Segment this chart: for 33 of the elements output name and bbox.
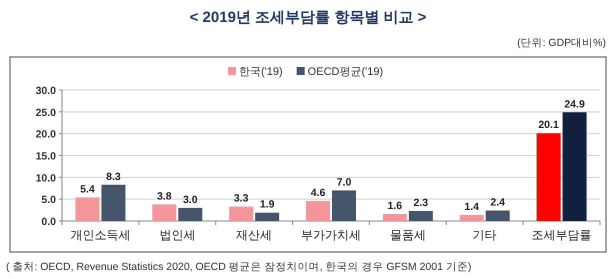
data-label: 3.3 [234,192,248,205]
ytick: 20.0 [36,128,56,141]
data-label: 3.8 [156,190,172,202]
data-label: 20.1 [538,119,559,132]
xtick: 부가가치세 [301,228,361,242]
title: < 2019년 조세부담률 항목별 비교 > [190,9,426,26]
ytick: 5.0 [41,194,56,206]
data-label: 7.0 [336,176,352,188]
xtick: 개인소득세 [70,228,130,242]
annotation: ( 출처: OECD, Revenue Statistics 2020, OECD 평균은 잠정치이며, 한국의 경우 GFSM 2001 기준) [6,261,472,273]
legend: 한국('19) [239,66,283,78]
data-label: 24.9 [564,98,585,110]
data-label: 5.4 [80,183,95,196]
xtick: 물품세 [390,228,426,242]
unit: (단위: GDP대비%) [517,37,606,49]
data-label: 2.3 [414,196,428,209]
ytick: 0.0 [41,216,56,228]
ytick: 25.0 [36,106,56,119]
data-label: 4.6 [310,186,326,199]
data-label: 1.6 [388,200,402,212]
ytick: 10.0 [36,172,56,184]
xtick: 재산세 [236,228,272,242]
data-label: 2.4 [490,196,506,209]
data-label: 8.3 [106,170,121,183]
xtick: 법인세 [159,228,196,242]
xtick: 기타 [472,228,497,242]
ytick: 15.0 [36,150,56,162]
data-label: 1.4 [464,200,480,213]
legend: OECD평균('19) [308,66,384,78]
data-label: 1.9 [260,198,274,211]
ytick: 30.0 [36,85,56,97]
xtick: 조세부담률 [532,228,592,242]
data-label: 3.0 [182,194,198,206]
